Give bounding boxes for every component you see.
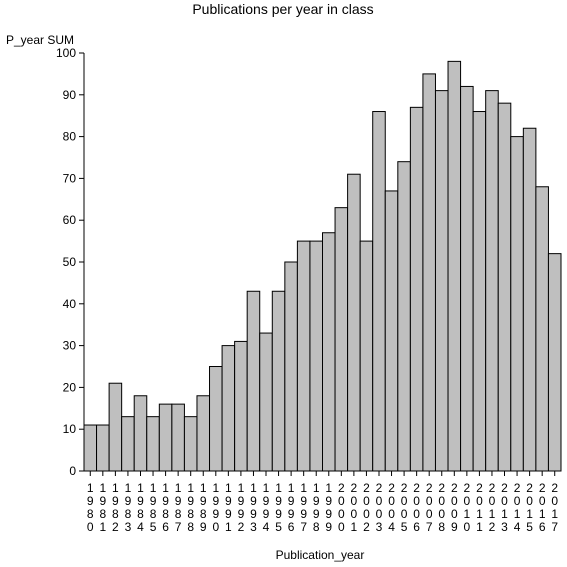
y-tick-label: 100 xyxy=(56,46,76,60)
bar-1982 xyxy=(108,382,123,472)
y-tick-label: 20 xyxy=(63,380,77,394)
bar-2001 xyxy=(347,173,361,472)
y-tick-label: 90 xyxy=(63,88,77,102)
bar-1993 xyxy=(246,290,261,472)
bar-2007 xyxy=(422,73,436,472)
y-axis: 0 10 20 30 40 50 60 70 80 90 100 xyxy=(56,46,84,478)
y-axis-label: P_year SUM xyxy=(6,33,74,47)
bar-1999 xyxy=(322,232,336,472)
bar-2008 xyxy=(434,90,449,472)
bar-1990 xyxy=(209,366,223,472)
x-axis-label: Publication_year xyxy=(276,548,365,562)
bar-1995 xyxy=(271,290,286,472)
chart-title: Publications per year in class xyxy=(192,1,373,17)
bar-2009 xyxy=(447,60,462,472)
bar-1992 xyxy=(234,340,248,472)
y-tick-label: 70 xyxy=(63,171,77,185)
bar-1998 xyxy=(309,240,324,472)
bar-1994 xyxy=(259,332,273,472)
y-tick-label: 0 xyxy=(69,464,76,478)
bar-1991 xyxy=(221,345,236,472)
bar-1985 xyxy=(146,416,160,472)
bar-2011 xyxy=(472,111,487,472)
bar-1980 xyxy=(83,424,98,472)
bar-1983 xyxy=(121,416,135,472)
y-tick-label: 40 xyxy=(63,297,77,311)
bar-2005 xyxy=(397,161,411,472)
bar-1997 xyxy=(296,240,311,472)
bar-2015 xyxy=(522,127,537,472)
bar-1981 xyxy=(96,424,110,472)
y-tick-label: 10 xyxy=(63,422,77,436)
x-axis: 1 9 8 0 1 9 8 1 1 9 8 2 1 9 8 3 1 9 8 4 1 9 8 5 1 9 8 6 1 9 8 7 1 9 8 8 1 9 8 9… xyxy=(87,471,558,534)
bar-2006 xyxy=(409,106,424,472)
bar-1996 xyxy=(284,261,298,472)
bar-2017 xyxy=(547,253,562,472)
y-tick-label: 60 xyxy=(63,213,77,227)
bar-2016 xyxy=(535,186,549,472)
bar-2012 xyxy=(485,90,499,472)
bar-1987 xyxy=(171,403,185,472)
y-tick-label: 50 xyxy=(63,255,77,269)
bar-2002 xyxy=(359,240,374,472)
bar-1984 xyxy=(133,395,148,472)
bars-group xyxy=(83,60,562,472)
bar-1988 xyxy=(183,416,198,472)
bar-2010 xyxy=(460,85,474,472)
y-tick-label: 30 xyxy=(63,339,77,353)
bar-2014 xyxy=(510,136,524,472)
y-tick-label: 80 xyxy=(63,130,77,144)
bar-2003 xyxy=(372,111,386,472)
bar-2000 xyxy=(334,207,349,472)
bar-2004 xyxy=(384,190,399,472)
bar-1989 xyxy=(196,395,211,472)
bar-1986 xyxy=(158,403,173,472)
bar-2013 xyxy=(497,102,512,472)
